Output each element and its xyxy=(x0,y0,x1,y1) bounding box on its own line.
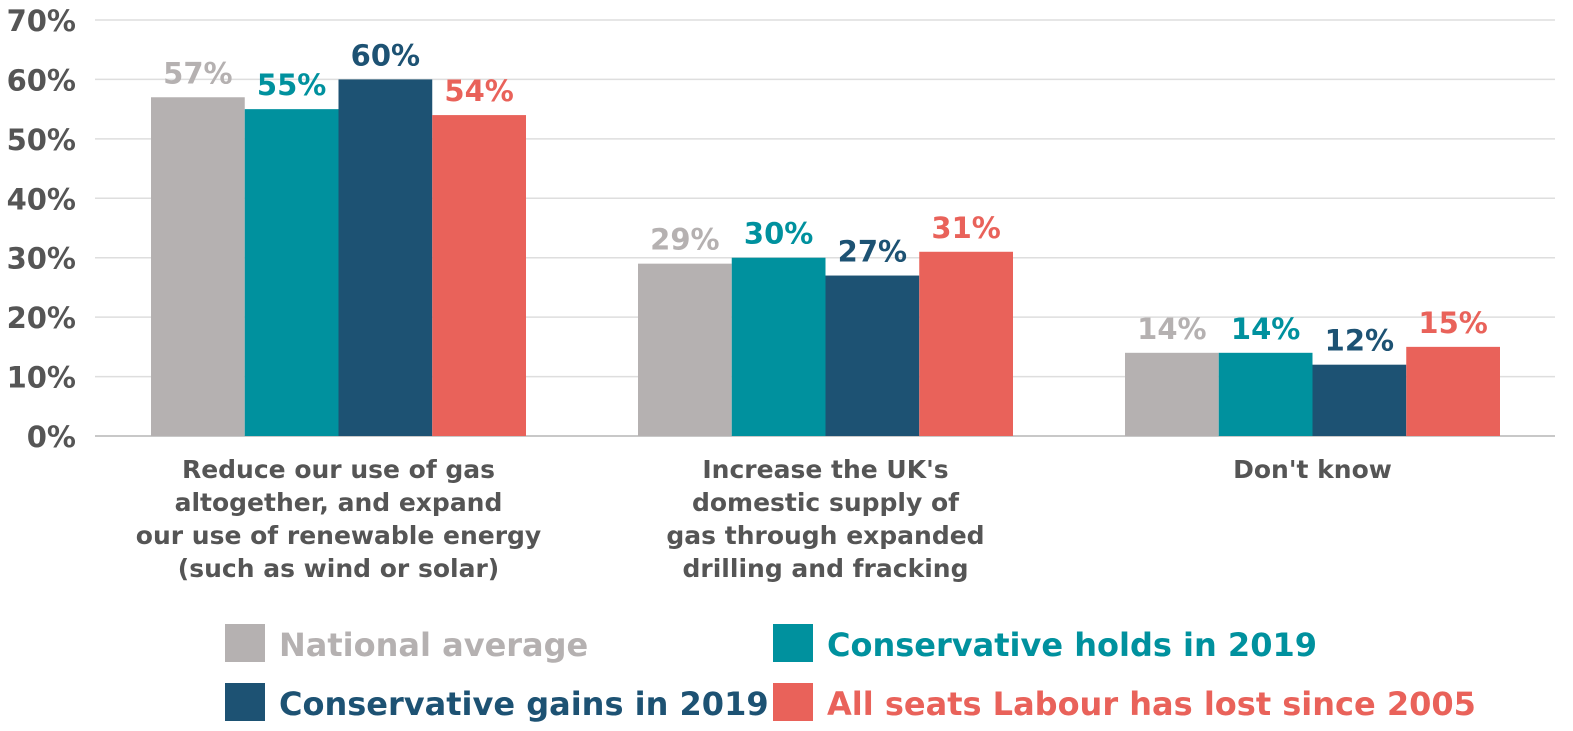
data-label: 14% xyxy=(1137,312,1206,346)
data-label: 29% xyxy=(650,223,719,257)
category-label: Don't know xyxy=(1233,455,1392,484)
category-label: our use of renewable energy xyxy=(136,521,541,550)
category-label: gas through expanded xyxy=(666,521,984,550)
data-label: 31% xyxy=(931,211,1000,245)
data-label: 60% xyxy=(351,38,420,72)
legend-label: Conservative gains in 2019 xyxy=(279,685,769,723)
bar xyxy=(825,275,920,436)
data-label: 54% xyxy=(444,74,513,108)
bar xyxy=(1312,364,1407,436)
legend-label: All seats Labour has lost since 2005 xyxy=(827,685,1476,723)
y-tick-label: 50% xyxy=(7,123,76,157)
data-label: 27% xyxy=(838,235,907,269)
bar xyxy=(731,257,826,436)
category-label: domestic supply of xyxy=(692,488,960,517)
y-tick-label: 40% xyxy=(7,182,76,216)
legend-swatch xyxy=(773,624,813,662)
category-label: Reduce our use of gas xyxy=(182,455,495,484)
bar xyxy=(919,251,1013,436)
legend-swatch xyxy=(773,683,813,721)
category-label: Increase the UK's xyxy=(702,455,948,484)
category-label: (such as wind or solar) xyxy=(178,554,499,583)
data-label: 15% xyxy=(1418,306,1487,340)
bar xyxy=(338,79,433,436)
y-tick-label: 30% xyxy=(7,242,76,276)
bar xyxy=(432,115,526,436)
data-label: 55% xyxy=(257,68,326,102)
data-label: 30% xyxy=(744,217,813,251)
bar xyxy=(1406,346,1500,436)
y-tick-label: 0% xyxy=(27,420,76,454)
legend-swatch xyxy=(225,624,265,662)
legend-swatch xyxy=(225,683,265,721)
bar xyxy=(1125,352,1219,436)
bar xyxy=(1218,352,1313,436)
y-tick-label: 60% xyxy=(7,63,76,97)
category-label: drilling and fracking xyxy=(683,554,969,583)
data-label: 12% xyxy=(1325,324,1394,358)
y-tick-label: 70% xyxy=(7,4,76,38)
y-tick-label: 10% xyxy=(7,361,76,395)
legend-label: National average xyxy=(279,626,588,664)
bar xyxy=(244,109,339,437)
data-label: 14% xyxy=(1231,312,1300,346)
category-label: altogether, and expand xyxy=(175,488,503,517)
bar xyxy=(638,263,732,436)
y-tick-label: 20% xyxy=(7,301,76,335)
bar xyxy=(151,97,245,436)
legend-label: Conservative holds in 2019 xyxy=(827,626,1317,664)
data-label: 57% xyxy=(163,56,232,90)
